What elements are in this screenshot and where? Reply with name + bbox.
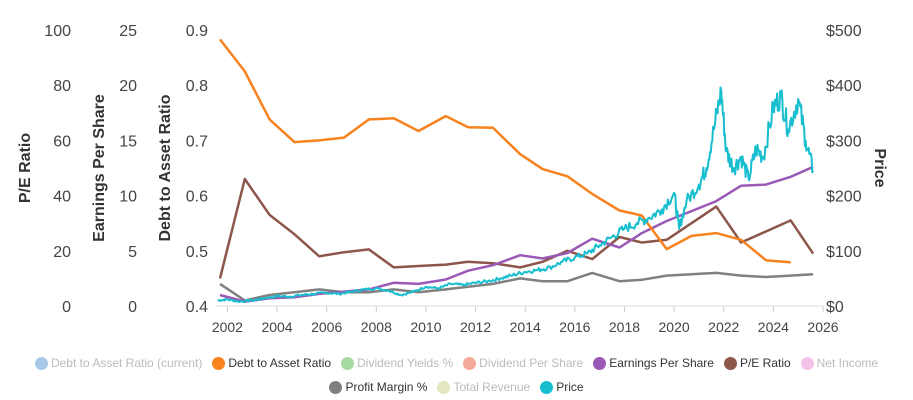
price-line — [217, 86, 814, 304]
legend-item-debt-to-asset-ratio-current[interactable]: Debt to Asset Ratio (current) — [34, 351, 203, 375]
debt-tick-label: 0.5 — [186, 244, 208, 261]
pe-axis-title: P/E Ratio — [17, 133, 34, 203]
eps-axis-title: Earnings Per Share — [91, 94, 108, 242]
eps-tick-label: 15 — [119, 133, 137, 150]
legend-dot-icon — [212, 356, 226, 370]
price-axis: $0 $100 $200 $300 $400 $500 Price — [826, 23, 888, 316]
legend-item-earnings-per-share[interactable]: Earnings Per Share — [593, 351, 714, 375]
legend-item-total-revenue[interactable]: Total Revenue — [437, 375, 530, 399]
legend-dot-icon — [463, 356, 477, 370]
x-tick-label: 2016 — [559, 319, 590, 335]
legend-dot-icon — [593, 356, 607, 370]
price-tick-label: $0 — [826, 299, 844, 316]
p-e-ratio-line — [218, 177, 815, 279]
pe-tick-label: 60 — [53, 133, 71, 150]
debt-axis-title: Debt to Asset Ratio — [157, 94, 174, 241]
legend-label: Price — [556, 380, 584, 394]
x-tick-label: 2006 — [311, 319, 342, 335]
x-axis: 2002 2004 2006 2008 2010 2012 2014 2016 2018 2020… — [212, 306, 839, 335]
eps-tick-label: 20 — [119, 78, 137, 95]
pe-tick-label: 100 — [44, 23, 71, 40]
x-tick-label: 2002 — [212, 319, 243, 335]
x-tick-label: 2018 — [609, 319, 640, 335]
legend-item-price[interactable]: Price — [540, 375, 584, 399]
eps-tick-label: 0 — [128, 299, 137, 316]
legend-item-profit-margin[interactable]: Profit Margin % — [329, 375, 427, 399]
eps-tick-label: 5 — [128, 244, 137, 261]
legend-label: Dividend Per Share — [479, 356, 584, 370]
profit-margin-line — [219, 271, 814, 302]
x-tick-label: 2010 — [410, 319, 441, 335]
price-tick-label: $400 — [826, 78, 862, 95]
debt-tick-label: 0.6 — [186, 189, 208, 206]
chart: 0 20 40 60 80 100 P/E Ratio 0 5 10 15 20 25 Earnings… — [17, 23, 888, 335]
x-tick-label: 2012 — [460, 319, 491, 335]
debt-tick-label: 0.8 — [186, 78, 208, 95]
debt-tick-label: 0.4 — [186, 299, 208, 316]
x-tick-label: 2004 — [261, 319, 292, 335]
pe-tick-label: 80 — [53, 78, 71, 95]
legend-label: Profit Margin % — [345, 380, 428, 394]
legend-label: Dividend Yields % — [357, 356, 454, 370]
legend-label: Net Income — [816, 356, 879, 370]
x-tick-label: 2026 — [807, 319, 838, 335]
x-tick-label: 2020 — [659, 319, 690, 335]
eps-tick-label: 25 — [119, 23, 137, 40]
debt-to-asset-ratio-line — [219, 38, 791, 264]
legend-dot-icon — [34, 356, 48, 370]
price-tick-label: $100 — [826, 244, 862, 261]
legend-item-net-income[interactable]: Net Income — [800, 351, 879, 375]
legend-dot-icon — [341, 356, 355, 370]
pe-tick-label: 20 — [53, 244, 71, 261]
x-tick-label: 2022 — [708, 319, 739, 335]
legend-dot-icon — [329, 380, 343, 394]
legend-dot-icon — [437, 380, 451, 394]
earnings-per-share-line — [219, 165, 814, 303]
legend-label: Debt to Asset Ratio — [228, 356, 332, 370]
legend-label: Total Revenue — [453, 380, 531, 394]
legend-label: Earnings Per Share — [609, 356, 714, 370]
pe-tick-label: 0 — [62, 299, 71, 316]
legend-label: Debt to Asset Ratio (current) — [50, 356, 203, 370]
pe-axis: 0 20 40 60 80 100 P/E Ratio — [17, 23, 71, 316]
x-tick-label: 2024 — [758, 319, 789, 335]
price-tick-label: $200 — [826, 189, 862, 206]
legend: Debt to Asset Ratio (current) Debt to Ass… — [0, 351, 913, 399]
price-tick-label: $300 — [826, 133, 862, 150]
debt-axis: 0.4 0.5 0.6 0.7 0.8 0.9 Debt to Asset Ratio — [157, 23, 208, 316]
legend-item-debt-to-asset-ratio[interactable]: Debt to Asset Ratio — [212, 351, 331, 375]
legend-dot-icon — [540, 380, 554, 394]
legend-item-dividend-per-share[interactable]: Dividend Per Share — [463, 351, 583, 375]
legend-item-dividend-yields[interactable]: Dividend Yields % — [341, 351, 453, 375]
pe-tick-label: 40 — [53, 189, 71, 206]
legend-label: P/E Ratio — [739, 356, 791, 370]
debt-tick-label: 0.9 — [186, 23, 208, 40]
x-tick-label: 2014 — [510, 319, 541, 335]
debt-tick-label: 0.7 — [186, 133, 208, 150]
x-tick-label: 2008 — [361, 319, 392, 335]
legend-item-p-e-ratio[interactable]: P/E Ratio — [723, 351, 791, 375]
price-axis-title: Price — [871, 148, 888, 187]
eps-tick-label: 10 — [119, 189, 137, 206]
eps-axis: 0 5 10 15 20 25 Earnings Per Share — [91, 23, 137, 316]
series-layer — [217, 38, 815, 304]
legend-dot-icon — [800, 356, 814, 370]
price-tick-label: $500 — [826, 23, 862, 40]
legend-dot-icon — [723, 356, 737, 370]
